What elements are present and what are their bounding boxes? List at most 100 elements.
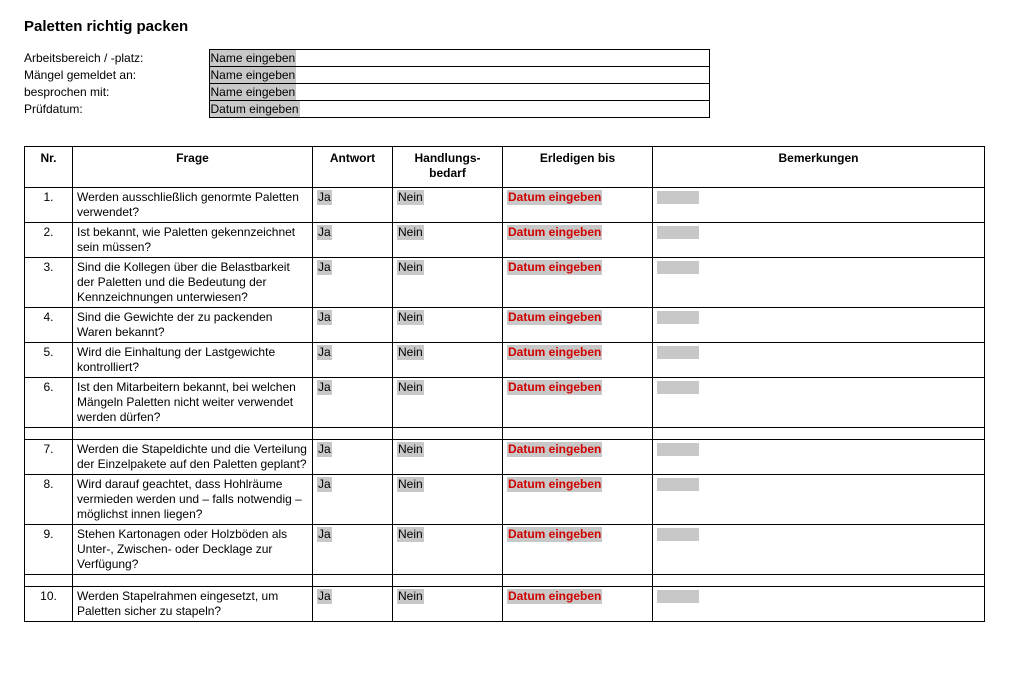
cell-erledigen[interactable]: Datum eingeben <box>503 440 653 475</box>
cell-bemerkungen[interactable] <box>653 587 985 622</box>
answer-nein[interactable]: Nein <box>397 310 424 325</box>
cell-frage: Ist den Mitarbeitern bekannt, bei welche… <box>73 378 313 428</box>
cell-handlungsbedarf[interactable]: Nein <box>393 525 503 575</box>
remark-placeholder[interactable] <box>657 590 699 603</box>
answer-ja[interactable]: Ja <box>317 260 332 275</box>
cell-erledigen[interactable]: Datum eingeben <box>503 343 653 378</box>
cell-antwort[interactable]: Ja <box>313 188 393 223</box>
cell-antwort[interactable]: Ja <box>313 378 393 428</box>
cell-erledigen[interactable]: Datum eingeben <box>503 188 653 223</box>
answer-ja[interactable]: Ja <box>317 310 332 325</box>
answer-ja[interactable]: Ja <box>317 477 332 492</box>
meta-field[interactable]: Datum eingeben <box>209 101 709 118</box>
cell-bemerkungen[interactable] <box>653 440 985 475</box>
date-placeholder[interactable]: Datum eingeben <box>507 225 602 240</box>
meta-label: Mängel gemeldet an: <box>24 67 209 84</box>
cell-erledigen[interactable]: Datum eingeben <box>503 378 653 428</box>
cell-erledigen[interactable]: Datum eingeben <box>503 308 653 343</box>
cell-bemerkungen[interactable] <box>653 475 985 525</box>
cell-antwort[interactable]: Ja <box>313 475 393 525</box>
answer-nein[interactable]: Nein <box>397 190 424 205</box>
remark-placeholder[interactable] <box>657 261 699 274</box>
cell-antwort[interactable]: Ja <box>313 587 393 622</box>
cell-erledigen[interactable]: Datum eingeben <box>503 587 653 622</box>
col-bemerkungen: Bemerkungen <box>653 147 985 188</box>
answer-nein[interactable]: Nein <box>397 589 424 604</box>
answer-nein[interactable]: Nein <box>397 380 424 395</box>
remark-placeholder[interactable] <box>657 443 699 456</box>
remark-placeholder[interactable] <box>657 346 699 359</box>
cell-bemerkungen[interactable] <box>653 343 985 378</box>
cell-erledigen[interactable]: Datum eingeben <box>503 223 653 258</box>
answer-ja[interactable]: Ja <box>317 442 332 457</box>
cell-handlungsbedarf[interactable]: Nein <box>393 343 503 378</box>
meta-field[interactable]: Name eingeben <box>209 67 709 84</box>
table-row: 3.Sind die Kollegen über die Belast­bark… <box>25 258 985 308</box>
cell-bemerkungen[interactable] <box>653 188 985 223</box>
answer-nein[interactable]: Nein <box>397 260 424 275</box>
placeholder: Datum eingeben <box>210 101 300 117</box>
cell-handlungsbedarf[interactable]: Nein <box>393 475 503 525</box>
date-placeholder[interactable]: Datum eingeben <box>507 260 602 275</box>
cell-antwort[interactable]: Ja <box>313 343 393 378</box>
date-placeholder[interactable]: Datum eingeben <box>507 310 602 325</box>
cell-nr: 5. <box>25 343 73 378</box>
cell-frage: Werden Stapelrahmen eingesetzt, um Palet… <box>73 587 313 622</box>
answer-nein[interactable]: Nein <box>397 345 424 360</box>
cell-handlungsbedarf[interactable]: Nein <box>393 308 503 343</box>
date-placeholder[interactable]: Datum eingeben <box>507 190 602 205</box>
answer-ja[interactable]: Ja <box>317 589 332 604</box>
remark-placeholder[interactable] <box>657 311 699 324</box>
cell-erledigen[interactable]: Datum eingeben <box>503 525 653 575</box>
remark-placeholder[interactable] <box>657 191 699 204</box>
table-row: 7.Werden die Stapeldichte und die Vertei… <box>25 440 985 475</box>
cell-antwort[interactable]: Ja <box>313 308 393 343</box>
cell-erledigen[interactable]: Datum eingeben <box>503 475 653 525</box>
meta-field[interactable]: Name eingeben <box>209 50 709 67</box>
answer-nein[interactable]: Nein <box>397 527 424 542</box>
answer-ja[interactable]: Ja <box>317 345 332 360</box>
cell-bemerkungen[interactable] <box>653 308 985 343</box>
table-row: 9.Stehen Kartonagen oder Holzbö­den als … <box>25 525 985 575</box>
cell-bemerkungen[interactable] <box>653 223 985 258</box>
remark-placeholder[interactable] <box>657 478 699 491</box>
date-placeholder[interactable]: Datum eingeben <box>507 380 602 395</box>
cell-bemerkungen[interactable] <box>653 525 985 575</box>
date-placeholder[interactable]: Datum eingeben <box>507 589 602 604</box>
cell-handlungsbedarf[interactable]: Nein <box>393 258 503 308</box>
cell-frage: Wird die Einhaltung der Lastge­wichte ko… <box>73 343 313 378</box>
answer-ja[interactable]: Ja <box>317 190 332 205</box>
date-placeholder[interactable]: Datum eingeben <box>507 345 602 360</box>
date-placeholder[interactable]: Datum eingeben <box>507 477 602 492</box>
cell-handlungsbedarf[interactable]: Nein <box>393 440 503 475</box>
answer-nein[interactable]: Nein <box>397 442 424 457</box>
placeholder: Name eingeben <box>210 67 297 83</box>
cell-bemerkungen[interactable] <box>653 378 985 428</box>
date-placeholder[interactable]: Datum eingeben <box>507 442 602 457</box>
date-placeholder[interactable]: Datum eingeben <box>507 527 602 542</box>
cell-handlungsbedarf[interactable]: Nein <box>393 223 503 258</box>
remark-placeholder[interactable] <box>657 381 699 394</box>
answer-nein[interactable]: Nein <box>397 225 424 240</box>
remark-placeholder[interactable] <box>657 226 699 239</box>
cell-handlungsbedarf[interactable]: Nein <box>393 378 503 428</box>
answer-ja[interactable]: Ja <box>317 527 332 542</box>
answer-ja[interactable]: Ja <box>317 225 332 240</box>
cell-frage: Ist bekannt, wie Paletten gekenn­zeichne… <box>73 223 313 258</box>
answer-ja[interactable]: Ja <box>317 380 332 395</box>
cell-antwort[interactable]: Ja <box>313 525 393 575</box>
cell-antwort[interactable]: Ja <box>313 258 393 308</box>
cell-frage: Sind die Gewichte der zu packen­den Ware… <box>73 308 313 343</box>
cell-antwort[interactable]: Ja <box>313 440 393 475</box>
cell-frage: Werden ausschließlich genormte Paletten … <box>73 188 313 223</box>
answer-nein[interactable]: Nein <box>397 477 424 492</box>
table-row: 1.Werden ausschließlich genormte Palette… <box>25 188 985 223</box>
group-spacer <box>25 428 985 440</box>
cell-erledigen[interactable]: Datum eingeben <box>503 258 653 308</box>
cell-antwort[interactable]: Ja <box>313 223 393 258</box>
cell-bemerkungen[interactable] <box>653 258 985 308</box>
remark-placeholder[interactable] <box>657 528 699 541</box>
meta-field[interactable]: Name eingeben <box>209 84 709 101</box>
cell-handlungsbedarf[interactable]: Nein <box>393 587 503 622</box>
cell-handlungsbedarf[interactable]: Nein <box>393 188 503 223</box>
